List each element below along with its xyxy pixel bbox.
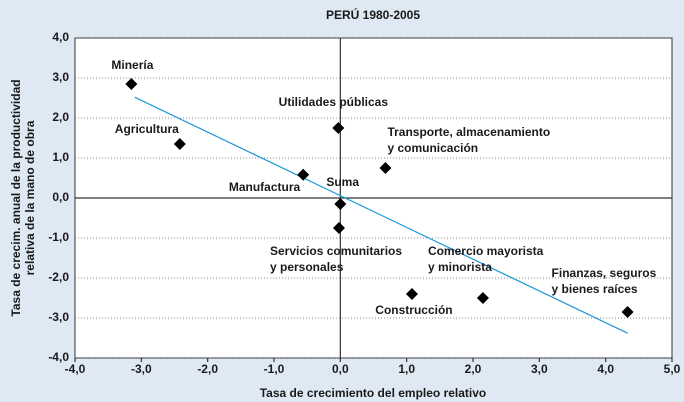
point	[297, 168, 310, 181]
point-label: Servicios comunitarios	[270, 244, 402, 258]
x-tick-label: 0,0	[332, 362, 349, 376]
y-tick-label: 3,0	[52, 70, 69, 84]
x-tick-label: 5,0	[664, 362, 681, 376]
point	[173, 138, 186, 150]
point-label: Transporte, almacenamiento	[387, 125, 550, 139]
point	[333, 222, 346, 234]
point-label: Agricultura	[115, 122, 179, 136]
x-tick-label: 3,0	[531, 362, 548, 376]
point	[379, 162, 392, 174]
y-tick-label: 1,0	[52, 150, 69, 164]
x-tick-label: -3,0	[131, 362, 152, 376]
point-label: Minería	[111, 58, 153, 72]
x-tick-label: 4,0	[597, 362, 614, 376]
y-tick-label: -2,0	[48, 270, 69, 284]
point-label: y minorista	[428, 260, 492, 274]
y-tick-label: -4,0	[48, 350, 69, 364]
point	[334, 198, 347, 210]
trendline	[134, 96, 628, 334]
y-tick-label: -1,0	[48, 230, 69, 244]
x-axis-label: Tasa de crecimiento del empleo relativo	[260, 386, 487, 400]
x-tick-label: 2,0	[465, 362, 482, 376]
x-tick-label: 1,0	[398, 362, 415, 376]
point-label: Finanzas, seguros	[552, 266, 657, 280]
point-label: y personales	[270, 260, 344, 274]
y-axis-label: relativa de la mano de obra	[23, 120, 37, 275]
point-label: Utilidades públicas	[279, 95, 389, 109]
y-tick-label: 2,0	[52, 110, 69, 124]
point	[621, 306, 634, 318]
chart-title: PERÚ 1980-2005	[326, 7, 420, 22]
point-label: Manufactura	[229, 180, 301, 194]
y-tick-label: 4,0	[52, 30, 69, 44]
point	[125, 78, 138, 90]
point	[405, 288, 418, 300]
y-tick-label: 0,0	[52, 190, 69, 204]
point	[332, 122, 345, 134]
point-label: Comercio mayorista	[428, 244, 544, 258]
x-tick-label: -2,0	[197, 362, 218, 376]
x-tick-label: -1,0	[264, 362, 285, 376]
y-axis-label: Tasa de crecim. anual de la productivida…	[9, 79, 23, 316]
point-label: y bienes raíces	[552, 282, 638, 296]
x-tick-label: -4,0	[65, 362, 86, 376]
point-label: Suma	[326, 175, 359, 189]
point-label: Construcción	[375, 303, 452, 317]
y-tick-label: -3,0	[48, 310, 69, 324]
point	[476, 292, 489, 304]
point-label: y comunicación	[387, 141, 478, 155]
